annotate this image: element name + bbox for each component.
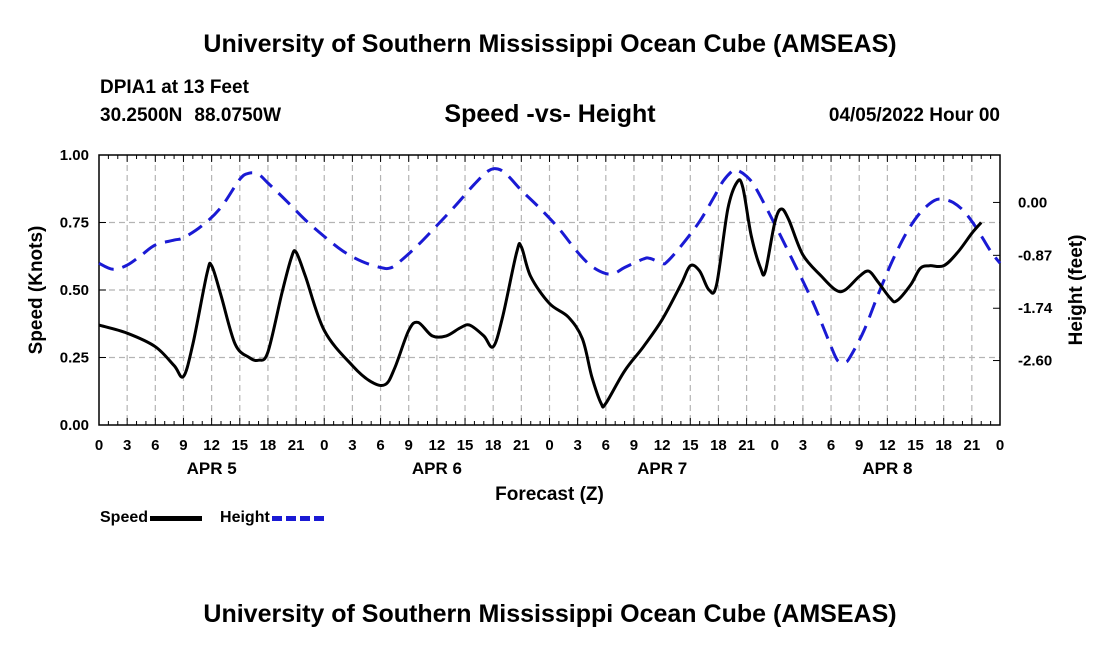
x-tick-label: 18 (485, 437, 502, 454)
x-tick-label: 9 (630, 437, 638, 454)
y-right-axis-label: Height (feet) (1066, 235, 1087, 346)
x-tick-label: 3 (799, 437, 807, 454)
x-tick-label: 18 (710, 437, 727, 454)
x-tick-label: 0 (996, 437, 1004, 454)
x-tick-label: 3 (123, 437, 131, 454)
x-tick-label: 12 (654, 437, 671, 454)
chart-footer-title: University of Southern Mississippi Ocean… (203, 600, 897, 628)
x-tick-label: 12 (203, 437, 220, 454)
x-tick-label: 0 (95, 437, 103, 454)
y-right-tick-label: -0.87 (1018, 247, 1052, 264)
speed-series-line (98, 178, 983, 409)
x-tick-label: 15 (457, 437, 474, 454)
x-tick-label: 9 (179, 437, 187, 454)
legend-height-swatch (271, 515, 324, 521)
y-right-tick-label: -1.74 (1018, 300, 1053, 317)
x-tick-label: 15 (682, 437, 699, 454)
y-left-tick-label: 0.50 (60, 282, 89, 299)
x-tick-label: 21 (513, 437, 530, 454)
chart-legend: Speed Height (100, 509, 342, 527)
y-left-tick-label: 0.25 (60, 350, 89, 367)
x-tick-label: 12 (429, 437, 446, 454)
y-left-axis-label: Speed (Knots) (26, 226, 47, 355)
y-right-tick-label: 0.00 (1018, 194, 1047, 211)
legend-speed-label: Speed (100, 509, 149, 526)
x-tick-label: 3 (573, 437, 581, 454)
legend-height-label: Height (220, 509, 270, 526)
x-tick-label: 12 (879, 437, 896, 454)
x-tick-label: 0 (320, 437, 328, 454)
x-tick-label: 21 (964, 437, 981, 454)
y-right-tick-label: -2.60 (1018, 353, 1052, 370)
x-tick-label: 6 (151, 437, 159, 454)
station-longitude: 88.0750W (194, 105, 282, 126)
x-day-label: APR 7 (637, 459, 687, 478)
x-day-label: APR 5 (187, 459, 237, 478)
height-series-line (98, 167, 1002, 365)
x-tick-label: 6 (602, 437, 610, 454)
x-tick-label: 15 (907, 437, 924, 454)
station-latitude: 30.2500N (100, 105, 183, 126)
x-tick-label: 3 (348, 437, 356, 454)
x-tick-label: 0 (771, 437, 779, 454)
x-tick-label: 15 (231, 437, 248, 454)
station-coordinates: 30.2500N 88.0750W (100, 105, 281, 127)
x-day-label: APR 8 (862, 459, 912, 478)
x-tick-label: 6 (827, 437, 835, 454)
x-day-label: APR 6 (412, 459, 462, 478)
station-label: DPIA1 at 13 Feet (100, 77, 249, 98)
chart-subtitle: Speed -vs- Height (444, 100, 656, 128)
x-tick-label: 9 (855, 437, 863, 454)
x-tick-label: 0 (545, 437, 553, 454)
x-tick-label: 6 (376, 437, 384, 454)
x-tick-label: 9 (405, 437, 413, 454)
x-tick-label: 18 (935, 437, 952, 454)
x-axis-label: Forecast (Z) (495, 484, 604, 505)
legend-speed-swatch (150, 515, 203, 521)
y-left-tick-label: 1.00 (60, 147, 89, 164)
x-tick-label: 21 (288, 437, 305, 454)
chart-main-title: University of Southern Mississippi Ocean… (203, 30, 897, 58)
forecast-datetime: 04/05/2022 Hour 00 (828, 105, 1000, 126)
x-tick-label: 18 (260, 437, 277, 454)
x-tick-label: 21 (738, 437, 755, 454)
y-left-tick-label: 0.75 (60, 215, 89, 232)
y-left-tick-label: 0.00 (60, 417, 89, 434)
